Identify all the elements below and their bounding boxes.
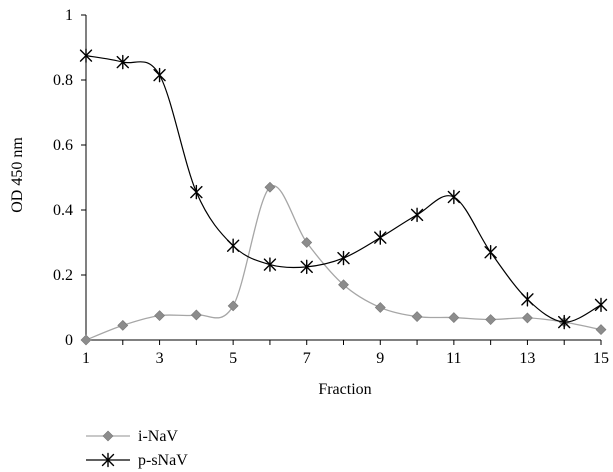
data-point xyxy=(153,67,166,83)
data-point xyxy=(595,324,607,336)
data-point xyxy=(190,184,203,200)
data-point xyxy=(264,181,276,193)
data-point xyxy=(558,314,571,330)
data-point xyxy=(79,48,93,63)
x-axis-label: Fraction xyxy=(318,381,371,398)
y-tick-label: 0.8 xyxy=(53,72,73,89)
legend: i-NaV p-sNaV xyxy=(86,428,188,469)
x-tick-label: 1 xyxy=(82,350,90,367)
x-tick-label: 7 xyxy=(303,350,311,367)
x-tick-label: 5 xyxy=(229,350,237,367)
series-line xyxy=(85,55,602,323)
data-point xyxy=(411,311,423,323)
data-point xyxy=(448,312,460,323)
data-point xyxy=(521,292,534,307)
data-point xyxy=(226,238,240,253)
x-tick-label: 11 xyxy=(446,350,461,367)
x-axis-ticks: 1 3 5 7 9 11 13 15 xyxy=(82,340,609,367)
data-point xyxy=(300,259,313,275)
data-point xyxy=(374,302,386,313)
x-tick-label: 13 xyxy=(519,350,535,367)
data-point xyxy=(263,257,277,272)
series-layer xyxy=(79,48,608,346)
data-point xyxy=(190,309,202,321)
data-point xyxy=(410,207,424,223)
legend-entry: p-sNaV xyxy=(86,452,188,469)
data-point xyxy=(117,319,129,331)
data-point xyxy=(447,189,461,205)
x-tick-label: 3 xyxy=(156,350,164,367)
x-tick-label: 15 xyxy=(593,350,609,367)
legend-marker xyxy=(102,430,114,442)
x-tick-label: 9 xyxy=(376,350,384,367)
data-point xyxy=(374,230,387,245)
data-point xyxy=(227,300,239,312)
data-point xyxy=(116,54,129,70)
legend-label: p-sNaV xyxy=(138,452,188,469)
series-p-sNaV xyxy=(79,48,608,330)
y-axis-label: OD 450 nm xyxy=(9,137,26,213)
data-point xyxy=(301,237,313,248)
data-point xyxy=(594,297,608,313)
y-tick-label: 0 xyxy=(65,332,73,349)
data-point xyxy=(338,279,349,291)
legend-marker xyxy=(101,452,115,468)
y-tick-label: 0.2 xyxy=(53,267,73,284)
y-tick-label: 1 xyxy=(65,7,73,24)
legend-entry: i-NaV xyxy=(86,428,178,445)
data-point xyxy=(80,334,92,346)
y-tick-label: 0.4 xyxy=(53,202,73,219)
data-point xyxy=(337,250,350,266)
data-point xyxy=(154,310,165,322)
y-tick-label: 0.6 xyxy=(53,137,73,154)
legend-label: i-NaV xyxy=(138,428,178,445)
data-point xyxy=(485,314,497,325)
data-point xyxy=(522,312,533,324)
y-axis-ticks: 0 0.2 0.4 0.6 0.8 1 xyxy=(53,7,86,349)
series-line xyxy=(85,185,602,341)
data-point xyxy=(484,245,497,260)
